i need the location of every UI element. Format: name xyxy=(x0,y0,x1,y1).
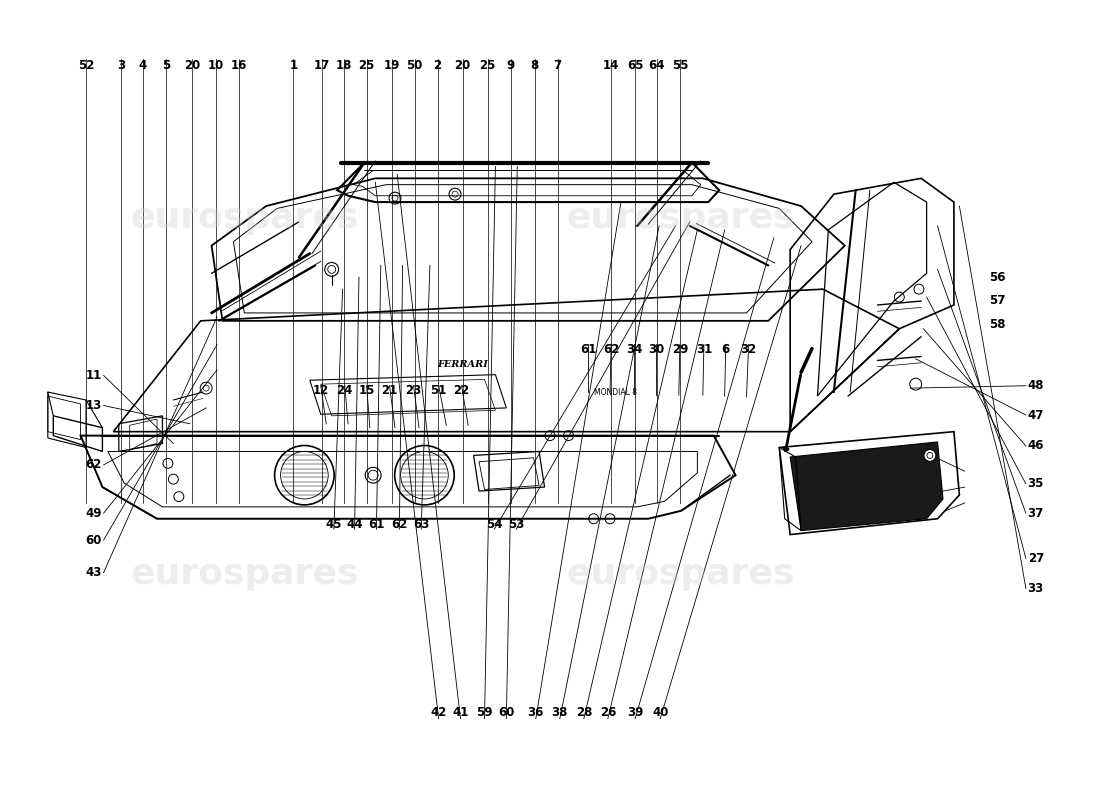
Text: 19: 19 xyxy=(384,58,400,72)
Text: 61: 61 xyxy=(580,343,596,356)
Text: 41: 41 xyxy=(452,706,469,719)
Text: 49: 49 xyxy=(86,506,102,520)
Text: 6: 6 xyxy=(722,343,730,356)
Text: 36: 36 xyxy=(528,706,544,719)
Text: 43: 43 xyxy=(86,566,102,579)
Text: 8: 8 xyxy=(530,58,539,72)
Text: 31: 31 xyxy=(696,343,712,356)
Text: 14: 14 xyxy=(603,58,619,72)
Text: MONDIAL 8: MONDIAL 8 xyxy=(594,387,637,397)
Text: 62: 62 xyxy=(603,343,619,356)
Text: 54: 54 xyxy=(486,518,503,530)
Text: 62: 62 xyxy=(86,458,102,471)
Text: 32: 32 xyxy=(740,343,757,356)
Text: 21: 21 xyxy=(382,384,397,397)
Text: 15: 15 xyxy=(359,384,375,397)
Text: 1: 1 xyxy=(289,58,297,72)
Text: 4: 4 xyxy=(139,58,147,72)
Text: 3: 3 xyxy=(117,58,125,72)
Text: 47: 47 xyxy=(1027,409,1044,422)
Circle shape xyxy=(924,450,936,462)
Text: 11: 11 xyxy=(86,369,102,382)
Text: 25: 25 xyxy=(359,58,375,72)
Text: 30: 30 xyxy=(648,343,664,356)
Text: eurosparеs: eurosparеs xyxy=(130,201,359,235)
Text: 51: 51 xyxy=(430,384,447,397)
Text: 48: 48 xyxy=(1027,379,1044,392)
Text: 2: 2 xyxy=(433,58,441,72)
Text: 29: 29 xyxy=(672,343,689,356)
Text: 34: 34 xyxy=(626,343,642,356)
Text: 35: 35 xyxy=(1027,478,1044,490)
Text: 27: 27 xyxy=(1027,552,1044,565)
Text: 45: 45 xyxy=(326,518,342,530)
Text: 26: 26 xyxy=(600,706,616,719)
Text: 10: 10 xyxy=(208,58,224,72)
Text: 65: 65 xyxy=(627,58,644,72)
Text: 9: 9 xyxy=(507,58,515,72)
Text: 20: 20 xyxy=(454,58,471,72)
Text: 20: 20 xyxy=(184,58,200,72)
Text: 22: 22 xyxy=(453,384,470,397)
Text: 38: 38 xyxy=(551,706,568,719)
Text: 37: 37 xyxy=(1027,506,1044,520)
Text: 58: 58 xyxy=(989,318,1005,331)
Text: 7: 7 xyxy=(553,58,562,72)
Text: 46: 46 xyxy=(1027,439,1044,453)
Text: 64: 64 xyxy=(649,58,666,72)
Text: 62: 62 xyxy=(392,518,407,530)
Text: 23: 23 xyxy=(406,384,421,397)
Text: 33: 33 xyxy=(1027,582,1044,595)
Text: 12: 12 xyxy=(312,384,329,397)
Text: 17: 17 xyxy=(314,58,330,72)
Text: 5: 5 xyxy=(162,58,169,72)
Text: eurosparеs: eurosparеs xyxy=(566,557,795,591)
Text: eurosparеs: eurosparеs xyxy=(566,201,795,235)
Text: FERRARI: FERRARI xyxy=(438,360,488,369)
Text: 28: 28 xyxy=(575,706,592,719)
Text: 24: 24 xyxy=(337,384,353,397)
Text: 50: 50 xyxy=(406,58,422,72)
Text: 57: 57 xyxy=(989,294,1005,306)
Text: 56: 56 xyxy=(989,270,1005,284)
Text: 59: 59 xyxy=(476,706,493,719)
Text: 42: 42 xyxy=(430,706,447,719)
Text: 44: 44 xyxy=(346,518,363,530)
Text: 39: 39 xyxy=(627,706,644,719)
Text: 18: 18 xyxy=(336,58,352,72)
Text: 53: 53 xyxy=(508,518,525,530)
Text: 61: 61 xyxy=(368,518,385,530)
Polygon shape xyxy=(790,442,943,530)
Text: 25: 25 xyxy=(480,58,496,72)
Text: 40: 40 xyxy=(652,706,669,719)
Text: eurosparеs: eurosparеs xyxy=(130,557,359,591)
Text: 55: 55 xyxy=(672,58,689,72)
Text: 52: 52 xyxy=(78,58,95,72)
Text: 60: 60 xyxy=(86,534,102,546)
Text: 13: 13 xyxy=(86,399,102,412)
Text: 16: 16 xyxy=(231,58,248,72)
Text: 60: 60 xyxy=(498,706,515,719)
Text: 63: 63 xyxy=(412,518,429,530)
